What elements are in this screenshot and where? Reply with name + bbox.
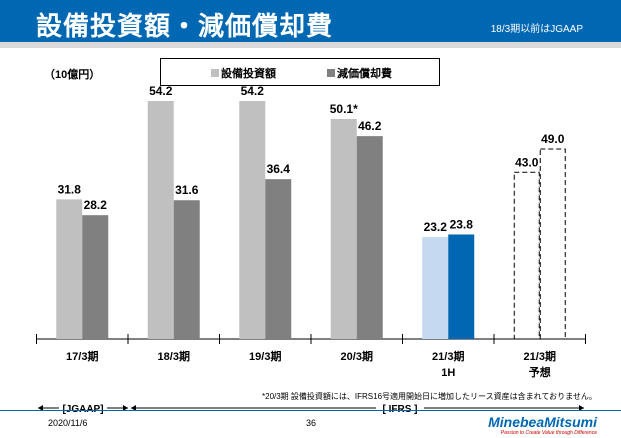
period-label-bg [376, 402, 424, 414]
bar [82, 215, 109, 339]
legend-swatch [327, 69, 335, 77]
x-tick-label: 21/3期 [432, 349, 464, 363]
footer-line [0, 410, 621, 411]
arrow-head-left [131, 405, 136, 411]
bar [422, 237, 449, 339]
footer-date: 2020/11/6 [48, 418, 88, 428]
x-tick-label: 19/3期 [249, 349, 281, 363]
data-label: 43.0 [515, 155, 539, 169]
bar [330, 119, 357, 339]
header-band [0, 42, 621, 48]
bar [356, 136, 383, 339]
data-label: 46.2 [358, 119, 382, 133]
arrow-head-right [123, 405, 128, 411]
data-label: 49.0 [541, 132, 565, 146]
x-tick-label: 20/3期 [341, 349, 373, 363]
data-label: 54.2 [149, 84, 173, 98]
legend-swatch [211, 69, 219, 77]
legend-label: 減価償却費 [337, 68, 392, 80]
header-bar [0, 0, 621, 42]
data-label: 28.2 [84, 198, 108, 212]
bar [539, 148, 566, 340]
x-tick-label: 17/3期 [66, 349, 98, 363]
x-tick-label: 予想 [529, 365, 551, 379]
bar [265, 179, 292, 339]
legend-capex: 設備投資額 [211, 65, 276, 81]
gaap-note: 18/3期以前はJGAAP [490, 24, 583, 35]
legend-label: 設備投資額 [221, 68, 276, 80]
logo-tagline: Passion to Create Value through Differen… [500, 430, 597, 436]
data-label: 54.2 [241, 84, 265, 98]
data-label: 31.8 [58, 182, 82, 196]
bar [239, 101, 266, 339]
data-label: 50.1* [330, 102, 358, 116]
data-label: 36.4 [267, 162, 291, 176]
period-label: [JGAAP] [62, 404, 103, 415]
bar [513, 171, 540, 340]
arrow-head-left [38, 405, 43, 411]
data-label: 31.6 [175, 183, 199, 197]
unit-label: （10億円） [44, 69, 101, 81]
period-label: [ IFRS ] [383, 404, 418, 415]
period-label-bg [59, 402, 107, 414]
x-tick-label: 21/3期 [524, 349, 556, 363]
x-tick-label: 1H [441, 367, 455, 379]
arrow-head-right [579, 405, 584, 411]
x-tick-label: 18/3期 [158, 349, 190, 363]
footnote: *20/3期 設備投資額には、IFRS16号適用開始日に増加したリース資産は含ま… [262, 392, 597, 401]
legend: 設備投資額 減価償却費 [160, 58, 440, 86]
legend-depr: 減価償却費 [327, 65, 392, 81]
logo: MinebeaMitsumi [488, 414, 597, 430]
bar [147, 101, 174, 339]
bar [448, 234, 475, 339]
data-label: 23.8 [450, 217, 474, 231]
bar [56, 199, 83, 339]
page-title: 設備投資額・減価償却費 [36, 11, 334, 41]
bar [173, 200, 200, 339]
page-number: 36 [306, 418, 317, 428]
data-label: 23.2 [424, 220, 448, 234]
